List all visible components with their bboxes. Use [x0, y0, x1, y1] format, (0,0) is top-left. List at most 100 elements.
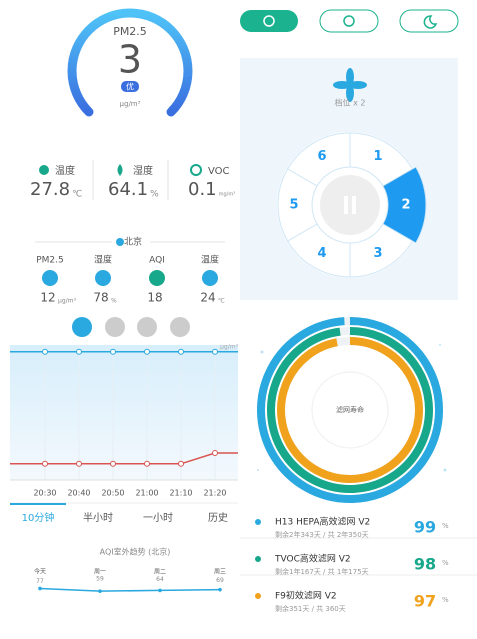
trend-category: 周三	[214, 569, 226, 576]
trend-point	[38, 586, 42, 591]
temp-toggle[interactable]	[105, 317, 125, 337]
point	[212, 348, 218, 355]
filter-percent: 97	[414, 592, 436, 611]
decor-dots	[257, 344, 447, 472]
value: 78	[93, 291, 108, 305]
unit: %	[111, 298, 117, 305]
point	[42, 348, 48, 355]
point	[110, 348, 116, 355]
outdoor-icon	[42, 270, 58, 286]
tab[interactable]: 一小时	[143, 512, 173, 524]
ring-arc	[267, 327, 433, 493]
humidity-toggle[interactable]	[137, 317, 157, 337]
trend-category: 周一	[94, 569, 106, 576]
trend-value: 69	[216, 577, 224, 584]
x-tick-label: 20:40	[67, 489, 90, 498]
level-badge	[121, 81, 139, 92]
fan-icon	[333, 68, 367, 102]
unit: ℃	[72, 190, 82, 200]
point	[144, 460, 150, 467]
filter-dot	[255, 593, 261, 599]
unit: μg/m³	[58, 298, 76, 305]
label: PM2.5	[36, 256, 64, 266]
value: 64.1	[108, 179, 148, 200]
trend-point	[158, 588, 162, 593]
tab-indicator	[10, 503, 66, 505]
label: PM2.5	[113, 25, 147, 38]
location-icon	[116, 238, 124, 246]
pause-button[interactable]	[320, 175, 380, 235]
trend-value: 77	[36, 578, 44, 585]
temp-icon	[39, 165, 49, 175]
fan-level-sector[interactable]	[277, 168, 318, 242]
label: AQI	[149, 256, 165, 266]
tab[interactable]: 半小时	[83, 511, 113, 524]
pause-icon	[344, 196, 348, 214]
filter-name: H13 HEPA高效滤网 V2	[275, 516, 370, 528]
chart-unit: μg/m³	[220, 344, 238, 351]
unit: mg/m³	[219, 192, 236, 198]
filter-percent: 99	[414, 518, 436, 537]
value: 27.8	[30, 179, 70, 200]
pause-icon	[352, 196, 356, 214]
value: 24	[200, 291, 215, 305]
filter-name: F9初效滤网 V2	[275, 590, 337, 602]
x-tick-label: 21:10	[169, 489, 192, 498]
trend-title: AQI室外趋势 (北京)	[100, 547, 171, 557]
label: 温度	[55, 164, 75, 177]
hand-icon	[263, 15, 275, 27]
filter-detail: 剩余351天 / 共 360天	[275, 604, 346, 613]
trend-line	[39, 587, 221, 592]
mode-button-sleep[interactable]	[399, 9, 459, 33]
x-tick-label: 20:30	[33, 489, 56, 498]
fan-level-number: 4	[317, 246, 326, 261]
label: 湿度	[94, 254, 112, 266]
gauge-arc	[67, 8, 193, 117]
ring-arc	[277, 337, 423, 483]
tab[interactable]: 10分钟	[22, 511, 55, 524]
voc-toggle[interactable]	[170, 317, 190, 337]
fan-level-number: 1	[373, 149, 382, 164]
trend-point	[218, 587, 222, 592]
value: 0.1	[188, 179, 217, 200]
unit: %	[150, 190, 159, 200]
mode-button-auto[interactable]	[319, 9, 379, 33]
value: 12	[40, 291, 55, 305]
filter-dot	[255, 556, 261, 562]
fan-level-number: 6	[317, 149, 326, 164]
x-tick-label: 21:20	[203, 489, 226, 498]
label: 温度	[201, 254, 219, 266]
point	[178, 348, 184, 355]
filter-percent: 98	[414, 555, 436, 574]
unit: ℃	[218, 298, 225, 305]
fan-level-sector[interactable]	[382, 166, 427, 244]
fan-level: 档位 x 2	[335, 98, 366, 108]
ring-label: 滤网寿命	[336, 405, 364, 414]
point	[42, 460, 48, 467]
humidity-icon	[117, 164, 123, 176]
series-line	[10, 452, 238, 465]
filter-dot	[255, 519, 261, 525]
filter-unit: %	[442, 596, 449, 604]
mode-button-manual[interactable]	[240, 10, 298, 32]
pm-toggle[interactable]	[72, 317, 92, 337]
outdoor-icon	[149, 270, 165, 286]
label: 湿度	[133, 164, 153, 177]
tab[interactable]: 历史	[208, 512, 228, 524]
trend-category: 周二	[154, 569, 166, 576]
point	[110, 460, 116, 467]
fan-level-number: 2	[401, 198, 410, 213]
outdoor-icon	[202, 270, 218, 286]
trend-category: 今天	[34, 568, 46, 576]
fan-level-number: 5	[289, 198, 298, 213]
voc-icon	[190, 164, 202, 176]
head-icon	[343, 15, 355, 27]
filter-detail: 剩余2年343天 / 共 2年350天	[275, 530, 369, 539]
trend-value: 59	[96, 575, 104, 582]
filter-unit: %	[442, 559, 449, 567]
point	[144, 348, 150, 355]
moon-icon	[423, 15, 438, 29]
x-tick-label: 20:50	[101, 489, 124, 498]
